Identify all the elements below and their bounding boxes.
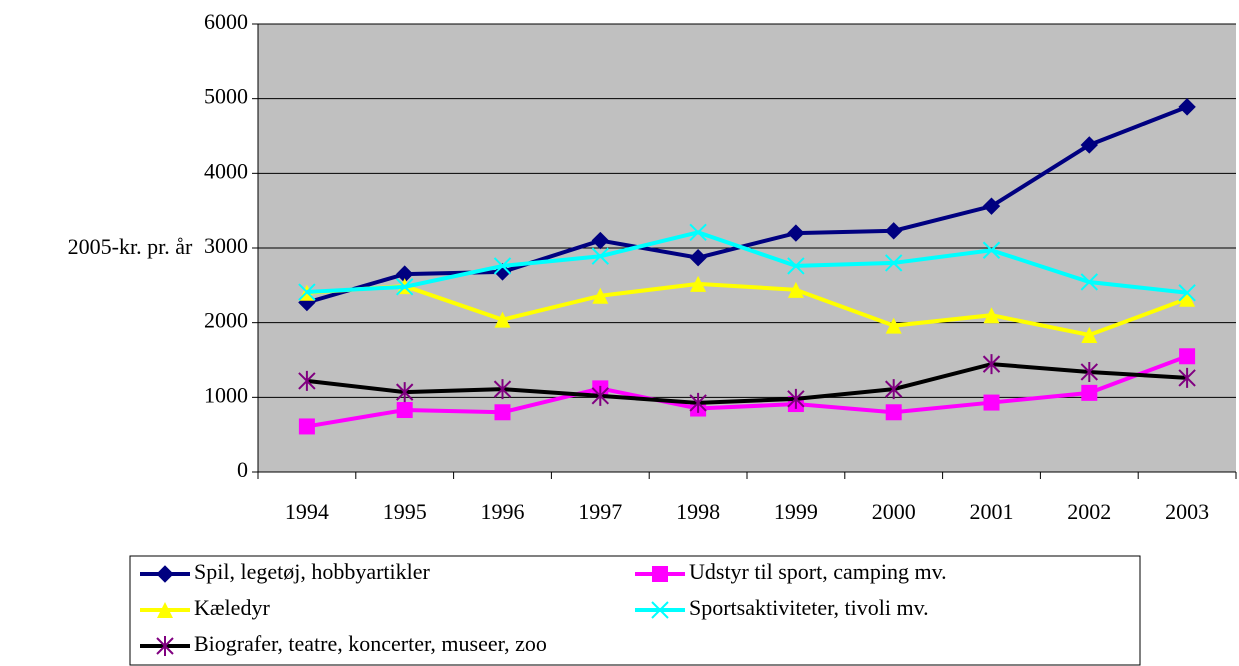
marker: [884, 254, 903, 272]
y-tick-label: 1000: [204, 382, 248, 407]
marker: [1179, 290, 1196, 307]
legend-label: Spil, legetøj, hobbyartikler: [194, 559, 431, 584]
series-line: [306, 230, 1188, 295]
y-tick-label: 6000: [204, 9, 248, 34]
marker: [689, 392, 707, 413]
marker: [298, 418, 315, 435]
y-tick-label: 5000: [204, 84, 248, 109]
x-tick-label: 1996: [481, 499, 525, 524]
x-tick-label: 1994: [285, 499, 329, 524]
y-tick-label: 0: [237, 457, 248, 482]
marker: [983, 394, 1000, 411]
legend-label: Biografer, teatre, koncerter, museer, zo…: [194, 631, 547, 656]
marker: [156, 636, 174, 656]
marker: [1080, 361, 1099, 382]
marker: [689, 223, 707, 242]
marker: [591, 385, 610, 406]
marker: [1080, 136, 1099, 154]
marker: [1178, 98, 1196, 116]
series-line: [306, 105, 1188, 305]
marker: [493, 257, 512, 275]
marker: [157, 602, 173, 618]
y-tick-label: 3000: [204, 233, 248, 258]
series-line: [306, 354, 1188, 429]
y-tick-label: 4000: [204, 158, 248, 183]
x-tick-label: 1997: [578, 499, 622, 524]
marker: [591, 247, 610, 265]
marker: [1081, 384, 1098, 401]
marker: [884, 379, 903, 400]
y-tick-label: 2000: [204, 308, 248, 333]
marker: [395, 278, 414, 296]
series-line: [306, 362, 1188, 405]
x-tick-label: 2001: [970, 499, 1014, 524]
marker: [787, 257, 805, 275]
legend-label: Sportsaktiviteter, tivoli mv.: [689, 595, 929, 620]
marker: [395, 382, 414, 403]
marker: [885, 404, 902, 421]
marker: [690, 275, 707, 292]
marker: [1080, 273, 1099, 291]
x-tick-label: 2002: [1067, 499, 1111, 524]
marker: [591, 231, 610, 250]
marker: [1178, 284, 1196, 302]
x-tick-label: 2000: [872, 499, 916, 524]
marker: [396, 402, 413, 419]
x-tick-label: 1998: [676, 499, 720, 524]
marker: [885, 317, 902, 334]
marker: [298, 283, 316, 301]
series-line: [306, 281, 1188, 338]
marker: [493, 379, 512, 400]
legend-label: Kæledyr: [194, 595, 270, 620]
marker: [982, 241, 1001, 259]
marker: [689, 248, 707, 267]
marker: [1178, 367, 1196, 388]
marker: [592, 287, 609, 304]
marker: [787, 388, 805, 409]
marker: [494, 311, 511, 328]
legend-label: Udstyr til sport, camping mv.: [689, 559, 947, 584]
marker: [884, 222, 903, 240]
marker: [982, 197, 1001, 215]
marker: [298, 370, 316, 391]
x-tick-label: 1995: [383, 499, 427, 524]
marker: [1081, 326, 1098, 343]
marker: [156, 565, 174, 583]
y-axis-label: 2005-kr. pr. år: [68, 234, 193, 259]
marker: [494, 404, 511, 421]
x-tick-label: 2003: [1165, 499, 1209, 524]
x-tick-label: 1999: [774, 499, 818, 524]
marker: [651, 601, 669, 619]
marker: [652, 566, 668, 582]
marker: [787, 224, 805, 242]
marker: [982, 354, 1001, 375]
marker: [1179, 348, 1196, 365]
marker: [983, 307, 1000, 324]
marker: [787, 281, 804, 298]
